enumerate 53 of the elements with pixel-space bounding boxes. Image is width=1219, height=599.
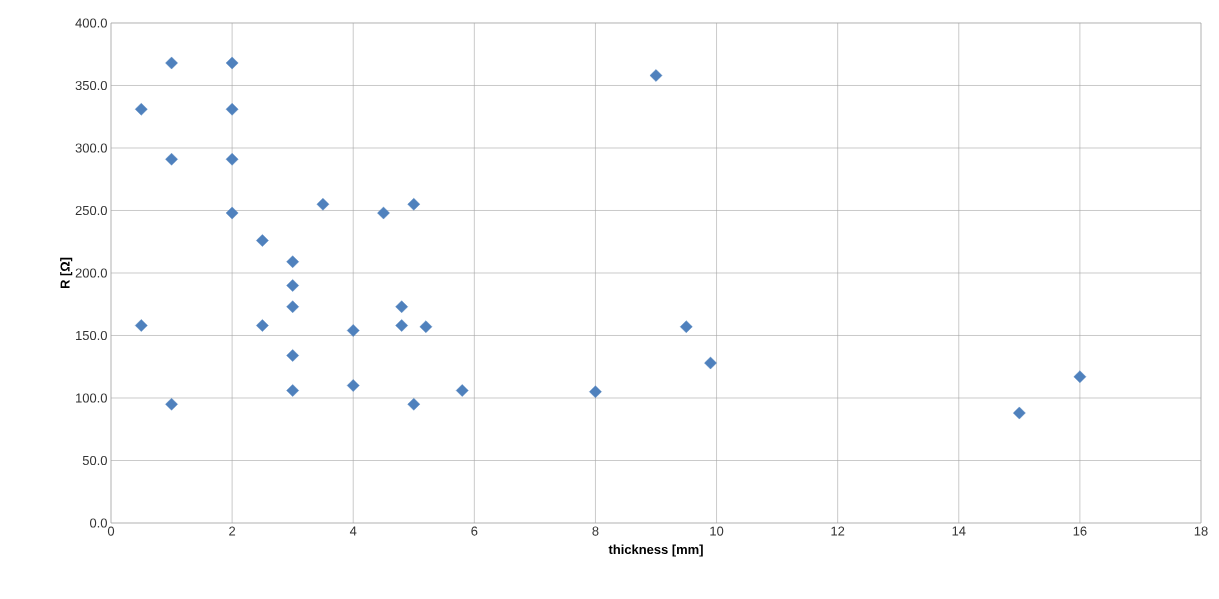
x-tick-label: 14 — [952, 526, 966, 536]
point — [165, 397, 178, 411]
x-tick-label: 16 — [1073, 526, 1087, 536]
y-tick-label: 350.0 — [75, 80, 107, 91]
point — [225, 206, 239, 220]
point — [1013, 406, 1026, 420]
x-tick-label: 8 — [592, 526, 599, 536]
point — [377, 206, 390, 220]
point — [286, 300, 299, 314]
point — [649, 69, 663, 82]
y-tick-label: 400.0 — [75, 18, 107, 28]
point — [407, 197, 421, 211]
y-tick-label: 250.0 — [75, 205, 107, 216]
point — [256, 319, 269, 332]
x-tick-label: 6 — [471, 526, 478, 536]
point — [165, 152, 178, 166]
point — [346, 379, 360, 392]
y-tick-label: 300.0 — [75, 143, 107, 153]
y-tick-label: 100.0 — [76, 393, 107, 403]
point — [135, 102, 148, 116]
point — [286, 349, 299, 362]
point — [346, 324, 360, 337]
y-tick-label: 50.0 — [82, 455, 107, 466]
point — [680, 320, 693, 334]
point — [286, 279, 299, 292]
x-tick-label: 4 — [349, 526, 357, 536]
point — [135, 319, 148, 332]
x-tick-label: 10 — [710, 526, 724, 536]
point — [256, 234, 269, 247]
y-axis-title: R [Ω] — [60, 257, 73, 289]
point — [225, 56, 239, 70]
point — [455, 384, 469, 397]
x-tick-label: 0 — [107, 526, 115, 536]
point — [407, 397, 421, 411]
point — [316, 197, 330, 211]
point — [165, 56, 178, 70]
point — [286, 255, 299, 269]
point — [589, 385, 602, 399]
y-tick-label: 200.0 — [75, 268, 107, 278]
x-axis-title: thickness [mm] — [608, 544, 703, 557]
point — [704, 356, 717, 370]
point — [395, 319, 408, 332]
point — [395, 300, 408, 314]
x-tick-label: 18 — [1194, 526, 1208, 536]
point — [419, 320, 433, 334]
x-tick-label: 2 — [229, 526, 236, 536]
point — [225, 102, 239, 116]
point — [286, 384, 299, 397]
point — [1073, 370, 1087, 384]
y-tick-label: 150.0 — [76, 330, 107, 341]
point — [225, 152, 239, 166]
x-tick-label: 12 — [831, 526, 845, 536]
y-tick-label: 0.0 — [89, 518, 107, 528]
